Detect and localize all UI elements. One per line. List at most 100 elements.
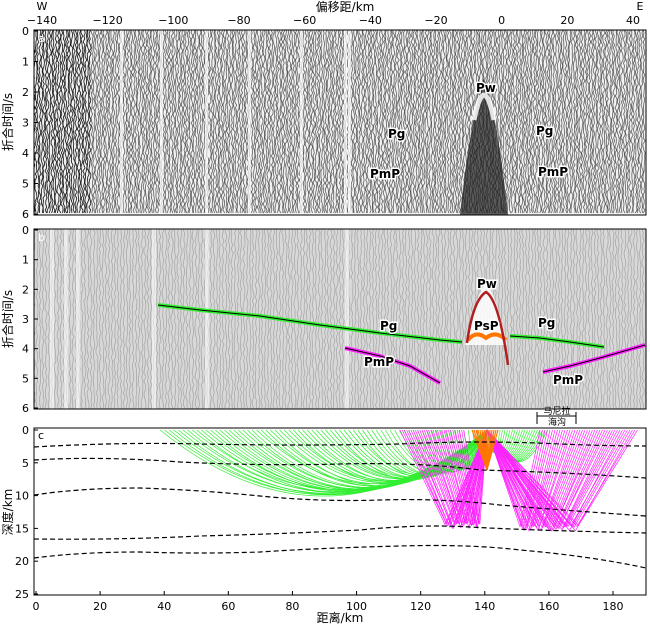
- seismic-trace: [545, 229, 549, 409]
- seismic-trace: [366, 30, 370, 214]
- seismic-trace: [179, 229, 183, 409]
- seismic-trace: [210, 30, 214, 214]
- seismic-trace: [524, 229, 528, 409]
- pmp-ray: [486, 429, 551, 530]
- seismic-trace: [548, 30, 552, 214]
- seismic-trace: [270, 30, 274, 214]
- trace-gap: [50, 229, 54, 409]
- seismic-trace: [68, 30, 72, 214]
- seismic-trace: [436, 30, 440, 214]
- seismic-trace: [334, 30, 338, 214]
- seismic-trace: [616, 30, 620, 214]
- seismic-trace: [128, 30, 132, 214]
- seismic-trace: [74, 229, 78, 409]
- seismic-trace: [422, 30, 426, 214]
- time-tick-label: 4: [22, 147, 29, 160]
- trace-gap: [300, 30, 303, 215]
- seismic-trace: [516, 30, 520, 214]
- seismic-trace: [287, 229, 291, 409]
- seismic-trace: [641, 229, 645, 409]
- pmp-ray: [486, 429, 576, 532]
- seismic-trace: [371, 229, 375, 409]
- distance-tick-label: 20: [93, 600, 107, 613]
- seismic-trace: [518, 30, 522, 214]
- pmp-ray: [486, 429, 583, 528]
- panel-b-traces: [34, 229, 645, 409]
- seismic-trace: [354, 30, 358, 214]
- seismic-trace: [410, 30, 414, 214]
- boundary-2: [34, 457, 646, 479]
- pmp-ray: [430, 429, 488, 526]
- pmp-ray: [450, 429, 488, 525]
- seismic-trace: [288, 30, 292, 214]
- seismic-trace: [272, 30, 276, 214]
- seismic-trace: [550, 30, 554, 214]
- seismic-trace: [358, 30, 362, 214]
- seismic-trace: [116, 229, 120, 409]
- pmp-ray: [486, 429, 633, 532]
- offset-tick-label: 0: [498, 14, 505, 27]
- seismic-trace: [209, 229, 213, 409]
- pg-ray: [380, 429, 488, 473]
- seismic-trace: [574, 30, 578, 214]
- seismic-trace: [552, 30, 556, 214]
- seismic-trace: [224, 229, 228, 409]
- seismic-trace: [536, 229, 540, 409]
- trace-gap: [64, 229, 68, 409]
- seismic-trace: [329, 229, 333, 409]
- seismic-trace: [326, 229, 330, 409]
- panel-b-pmp-left-label: PmP: [364, 355, 394, 369]
- seismic-trace: [316, 30, 320, 214]
- seismic-trace: [95, 229, 99, 409]
- seismic-trace: [448, 30, 452, 214]
- seismic-trace: [386, 229, 390, 409]
- seismic-trace: [227, 229, 231, 409]
- seismic-trace: [508, 30, 512, 214]
- pmp-ray: [486, 429, 563, 528]
- seismic-trace: [530, 229, 534, 409]
- offset-tick-label: −80: [227, 14, 250, 27]
- seismic-trace: [374, 229, 378, 409]
- seismic-trace: [586, 30, 590, 214]
- seismic-trace: [71, 229, 75, 409]
- seismic-trace: [546, 30, 550, 214]
- seismic-trace: [400, 30, 404, 214]
- seismic-trace: [59, 229, 63, 409]
- seismic-trace: [54, 30, 58, 214]
- seismic-trace: [232, 30, 236, 214]
- seismic-trace: [458, 229, 462, 409]
- seismic-trace: [432, 30, 436, 214]
- top-axis-title: 偏移距/km: [316, 0, 375, 14]
- trace-gap: [248, 30, 251, 215]
- seismic-trace: [216, 30, 220, 214]
- seismic-trace: [618, 30, 622, 214]
- seismic-trace: [203, 229, 207, 409]
- seismic-trace: [388, 30, 392, 214]
- seismic-trace: [630, 30, 634, 214]
- pmp-ray: [410, 429, 488, 525]
- seismic-trace: [593, 229, 597, 409]
- seismic-trace: [306, 30, 310, 214]
- seismic-trace: [578, 229, 582, 409]
- seismic-trace: [504, 30, 508, 214]
- pmp-ray: [423, 429, 488, 525]
- seismic-trace: [110, 30, 114, 214]
- seismic-trace: [438, 30, 442, 214]
- seismic-trace: [278, 30, 282, 214]
- seismic-trace: [104, 30, 108, 214]
- seismic-trace: [406, 30, 410, 214]
- seismic-trace: [506, 229, 510, 409]
- seismic-trace: [426, 30, 430, 214]
- seismic-trace: [188, 229, 192, 409]
- panel-b-psp-label: PsP: [474, 319, 499, 333]
- time-tick-label: 6: [22, 208, 29, 221]
- seismic-trace: [324, 30, 328, 214]
- pmp-ray: [421, 429, 488, 525]
- seismic-trace: [317, 229, 321, 409]
- seismic-trace: [154, 30, 158, 214]
- seismic-trace: [362, 30, 366, 214]
- trench-label-line1: 马尼拉: [543, 405, 570, 417]
- seismic-trace: [184, 30, 188, 214]
- seismic-trace: [146, 30, 150, 214]
- seismic-trace: [568, 30, 572, 214]
